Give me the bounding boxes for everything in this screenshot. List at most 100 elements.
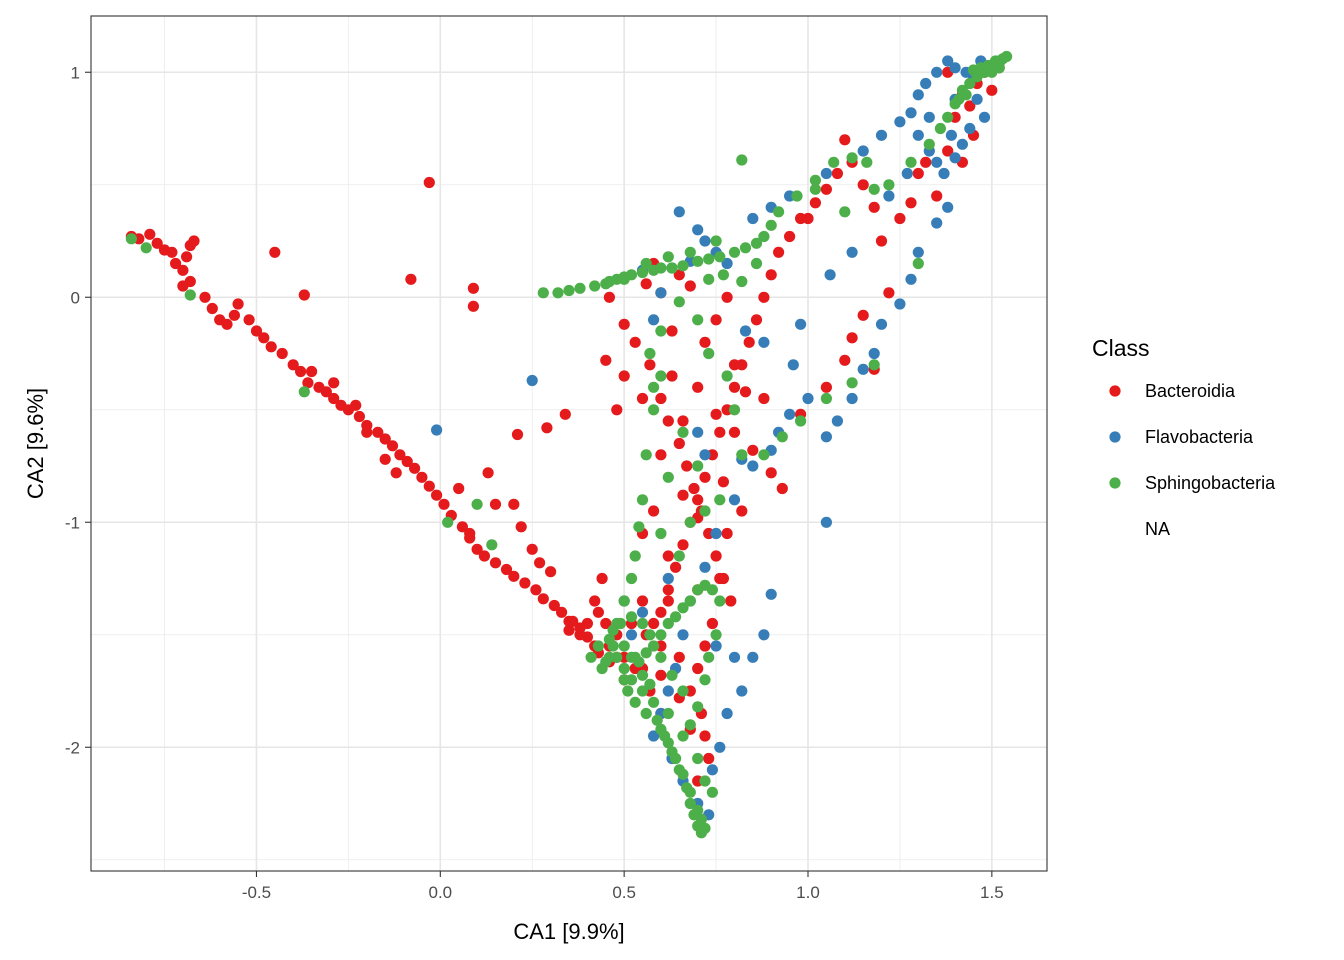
data-point-sphingobacteria bbox=[883, 179, 895, 191]
x-tick-label: 1.0 bbox=[796, 883, 820, 902]
data-point-flavobacteria bbox=[949, 62, 961, 74]
data-point-sphingobacteria bbox=[773, 206, 785, 218]
data-point-bacteroidia bbox=[361, 426, 373, 438]
data-point-bacteroidia bbox=[372, 426, 384, 438]
data-point-bacteroidia bbox=[776, 482, 788, 495]
x-tick-label: 1.5 bbox=[980, 883, 1004, 902]
data-point-bacteroidia bbox=[894, 212, 906, 225]
x-tick-label: -0.5 bbox=[242, 883, 271, 902]
data-point-bacteroidia bbox=[681, 460, 693, 472]
data-point-flavobacteria bbox=[758, 629, 770, 641]
data-point-sphingobacteria bbox=[692, 314, 704, 326]
data-point-bacteroidia bbox=[655, 606, 667, 618]
data-point-bacteroidia bbox=[386, 440, 399, 452]
data-point-bacteroidia bbox=[489, 557, 502, 569]
data-point-sphingobacteria bbox=[942, 111, 954, 123]
data-point-sphingobacteria bbox=[618, 640, 630, 652]
data-point-flavobacteria bbox=[655, 287, 667, 299]
data-point-bacteroidia bbox=[534, 557, 546, 569]
x-axis-title: CA1 [9.9%] bbox=[513, 919, 624, 944]
major-gridlines bbox=[91, 16, 1047, 871]
data-point-bacteroidia bbox=[677, 415, 689, 427]
data-point-sphingobacteria bbox=[640, 707, 652, 720]
data-point-bacteroidia bbox=[151, 237, 163, 249]
data-point-sphingobacteria bbox=[636, 266, 649, 279]
data-point-sphingobacteria bbox=[721, 370, 733, 382]
data-point-bacteroidia bbox=[379, 453, 391, 465]
data-point-bacteroidia bbox=[276, 347, 288, 360]
data-point-sphingobacteria bbox=[592, 640, 605, 652]
data-point-flavobacteria bbox=[721, 257, 733, 270]
data-point-bacteroidia bbox=[875, 235, 888, 247]
data-point-bacteroidia bbox=[758, 291, 770, 303]
data-point-bacteroidia bbox=[636, 595, 649, 607]
data-point-bacteroidia bbox=[515, 521, 527, 533]
data-point-flavobacteria bbox=[721, 707, 733, 720]
data-point-flavobacteria bbox=[912, 246, 924, 258]
data-point-bacteroidia bbox=[306, 365, 318, 378]
data-point-sphingobacteria bbox=[618, 674, 630, 686]
legend-label-sphingobacteria: Sphingobacteria bbox=[1145, 473, 1276, 493]
data-point-sphingobacteria bbox=[640, 257, 652, 270]
data-point-bacteroidia bbox=[964, 100, 976, 112]
data-point-sphingobacteria bbox=[699, 775, 711, 787]
data-point-flavobacteria bbox=[894, 116, 906, 128]
data-point-sphingobacteria bbox=[655, 527, 667, 540]
data-point-sphingobacteria bbox=[648, 404, 660, 416]
data-point-sphingobacteria bbox=[603, 633, 616, 645]
data-point-bacteroidia bbox=[857, 309, 869, 321]
data-point-bacteroidia bbox=[684, 280, 696, 292]
data-point-bacteroidia bbox=[728, 381, 741, 393]
data-point-flavobacteria bbox=[739, 325, 752, 337]
legend-entries: Bacteroidia Flavobacteria Sphingobacteria N… bbox=[1109, 381, 1276, 539]
data-point-bacteroidia bbox=[548, 599, 560, 612]
data-point-bacteroidia bbox=[706, 617, 719, 630]
data-point-flavobacteria bbox=[931, 217, 943, 229]
data-point-sphingobacteria bbox=[644, 347, 656, 360]
data-point-flavobacteria bbox=[526, 374, 538, 387]
data-point-bacteroidia bbox=[265, 341, 277, 353]
data-point-flavobacteria bbox=[831, 415, 844, 427]
data-point-flavobacteria bbox=[846, 246, 858, 258]
data-point-sphingobacteria bbox=[666, 669, 678, 681]
data-point-bacteroidia bbox=[640, 278, 652, 290]
data-point-sphingobacteria bbox=[670, 611, 682, 623]
data-point-sphingobacteria bbox=[714, 494, 726, 506]
legend-label-flavobacteria: Flavobacteria bbox=[1145, 427, 1254, 447]
data-point-bacteroidia bbox=[287, 359, 299, 371]
data-point-flavobacteria bbox=[802, 392, 814, 405]
data-point-flavobacteria bbox=[728, 494, 741, 506]
data-point-bacteroidia bbox=[269, 246, 281, 258]
data-point-bacteroidia bbox=[423, 176, 435, 189]
data-point-sphingobacteria bbox=[714, 251, 726, 263]
data-point-bacteroidia bbox=[581, 617, 594, 630]
data-point-sphingobacteria bbox=[688, 809, 700, 821]
data-point-flavobacteria bbox=[648, 314, 660, 326]
legend: Class Bacteroidia Flavobacteria Sphingobac… bbox=[1092, 335, 1276, 539]
data-point-sphingobacteria bbox=[758, 230, 770, 243]
data-point-bacteroidia bbox=[883, 287, 895, 299]
data-point-bacteroidia bbox=[405, 273, 417, 285]
data-point-bacteroidia bbox=[500, 563, 513, 576]
data-point-flavobacteria bbox=[765, 588, 777, 600]
data-point-sphingobacteria bbox=[699, 505, 711, 517]
data-point-bacteroidia bbox=[820, 183, 833, 195]
data-point-bacteroidia bbox=[688, 482, 700, 495]
data-point-sphingobacteria bbox=[912, 257, 924, 270]
data-point-flavobacteria bbox=[706, 764, 719, 776]
data-point-sphingobacteria bbox=[684, 719, 696, 731]
legend-label-na: NA bbox=[1145, 519, 1170, 539]
data-point-sphingobacteria bbox=[677, 260, 689, 272]
data-point-bacteroidia bbox=[662, 595, 674, 607]
data-point-sphingobacteria bbox=[655, 370, 667, 382]
data-point-flavobacteria bbox=[728, 651, 741, 663]
data-point-bacteroidia bbox=[839, 134, 851, 146]
data-point-bacteroidia bbox=[232, 298, 244, 310]
data-point-sphingobacteria bbox=[607, 624, 619, 636]
data-point-bacteroidia bbox=[809, 197, 822, 209]
data-point-bacteroidia bbox=[765, 269, 777, 281]
data-point-bacteroidia bbox=[714, 572, 726, 585]
data-point-sphingobacteria bbox=[692, 752, 704, 765]
data-point-bacteroidia bbox=[390, 467, 402, 479]
